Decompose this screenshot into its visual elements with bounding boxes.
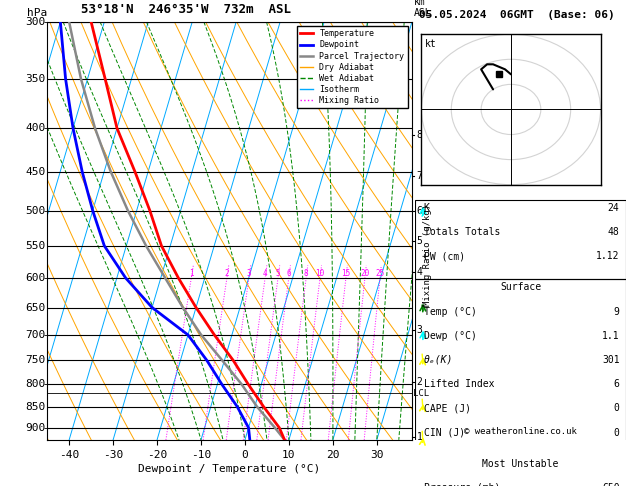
Text: 750: 750 <box>25 355 45 365</box>
Text: 20: 20 <box>360 269 370 278</box>
Text: 10: 10 <box>315 269 325 278</box>
Text: 2: 2 <box>416 377 422 387</box>
Text: 400: 400 <box>25 123 45 133</box>
Text: 25: 25 <box>376 269 384 278</box>
Bar <box>415 455 626 486</box>
Text: CAPE (J): CAPE (J) <box>423 403 470 414</box>
Text: 6: 6 <box>614 379 620 389</box>
Text: Mixing Ratio (g/kg): Mixing Ratio (g/kg) <box>423 204 432 306</box>
Text: 1: 1 <box>416 433 422 442</box>
Text: 650: 650 <box>602 483 620 486</box>
Text: PW (cm): PW (cm) <box>423 251 465 261</box>
Text: 05.05.2024  06GMT  (Base: 06): 05.05.2024 06GMT (Base: 06) <box>420 10 615 20</box>
Text: hPa: hPa <box>27 8 47 17</box>
Text: 6: 6 <box>286 269 291 278</box>
Text: 3: 3 <box>416 325 422 334</box>
Bar <box>415 200 626 279</box>
Text: 9: 9 <box>614 307 620 316</box>
Text: Pressure (mb): Pressure (mb) <box>423 483 500 486</box>
Text: 850: 850 <box>25 401 45 412</box>
Text: 600: 600 <box>25 273 45 283</box>
X-axis label: Dewpoint / Temperature (°C): Dewpoint / Temperature (°C) <box>138 464 321 474</box>
Text: 0: 0 <box>614 403 620 414</box>
Text: 15: 15 <box>342 269 350 278</box>
Text: 500: 500 <box>25 206 45 216</box>
Text: 1.1: 1.1 <box>602 331 620 341</box>
Text: 650: 650 <box>25 302 45 312</box>
Text: 53°18'N  246°35'W  732m  ASL: 53°18'N 246°35'W 732m ASL <box>81 2 291 16</box>
Text: 6: 6 <box>416 206 422 216</box>
Text: 2: 2 <box>225 269 229 278</box>
Text: Temp (°C): Temp (°C) <box>423 307 476 316</box>
Text: CIN (J): CIN (J) <box>423 428 465 438</box>
Text: Surface: Surface <box>500 282 541 292</box>
Text: 1.12: 1.12 <box>596 251 620 261</box>
Text: 301: 301 <box>602 355 620 365</box>
Text: 24: 24 <box>608 203 620 213</box>
Text: K: K <box>423 203 430 213</box>
Text: km
ASL: km ASL <box>414 0 431 17</box>
Text: Dewp (°C): Dewp (°C) <box>423 331 476 341</box>
Text: 450: 450 <box>25 167 45 176</box>
Text: Totals Totals: Totals Totals <box>423 227 500 237</box>
Text: 300: 300 <box>25 17 45 27</box>
Text: 5: 5 <box>416 236 422 246</box>
Text: 1: 1 <box>189 269 194 278</box>
Text: 3: 3 <box>247 269 251 278</box>
Text: Most Unstable: Most Unstable <box>482 459 559 469</box>
Text: 700: 700 <box>25 330 45 340</box>
Legend: Temperature, Dewpoint, Parcel Trajectory, Dry Adiabat, Wet Adiabat, Isotherm, Mi: Temperature, Dewpoint, Parcel Trajectory… <box>297 26 408 108</box>
Text: 350: 350 <box>25 74 45 84</box>
Text: 48: 48 <box>608 227 620 237</box>
Text: 550: 550 <box>25 241 45 251</box>
Text: 4: 4 <box>263 269 267 278</box>
Text: 7: 7 <box>416 171 422 181</box>
Text: 4: 4 <box>416 267 422 277</box>
Text: LCL: LCL <box>413 389 429 398</box>
Text: θₑ(K): θₑ(K) <box>423 355 453 365</box>
Text: 5: 5 <box>276 269 281 278</box>
Text: © weatheronline.co.uk: © weatheronline.co.uk <box>464 427 577 435</box>
Bar <box>415 279 626 455</box>
Text: 8: 8 <box>304 269 308 278</box>
Text: 0: 0 <box>614 428 620 438</box>
Text: 900: 900 <box>25 423 45 433</box>
Text: 800: 800 <box>25 379 45 389</box>
Text: 8: 8 <box>416 130 422 140</box>
Text: Lifted Index: Lifted Index <box>423 379 494 389</box>
Text: kt: kt <box>425 39 437 49</box>
